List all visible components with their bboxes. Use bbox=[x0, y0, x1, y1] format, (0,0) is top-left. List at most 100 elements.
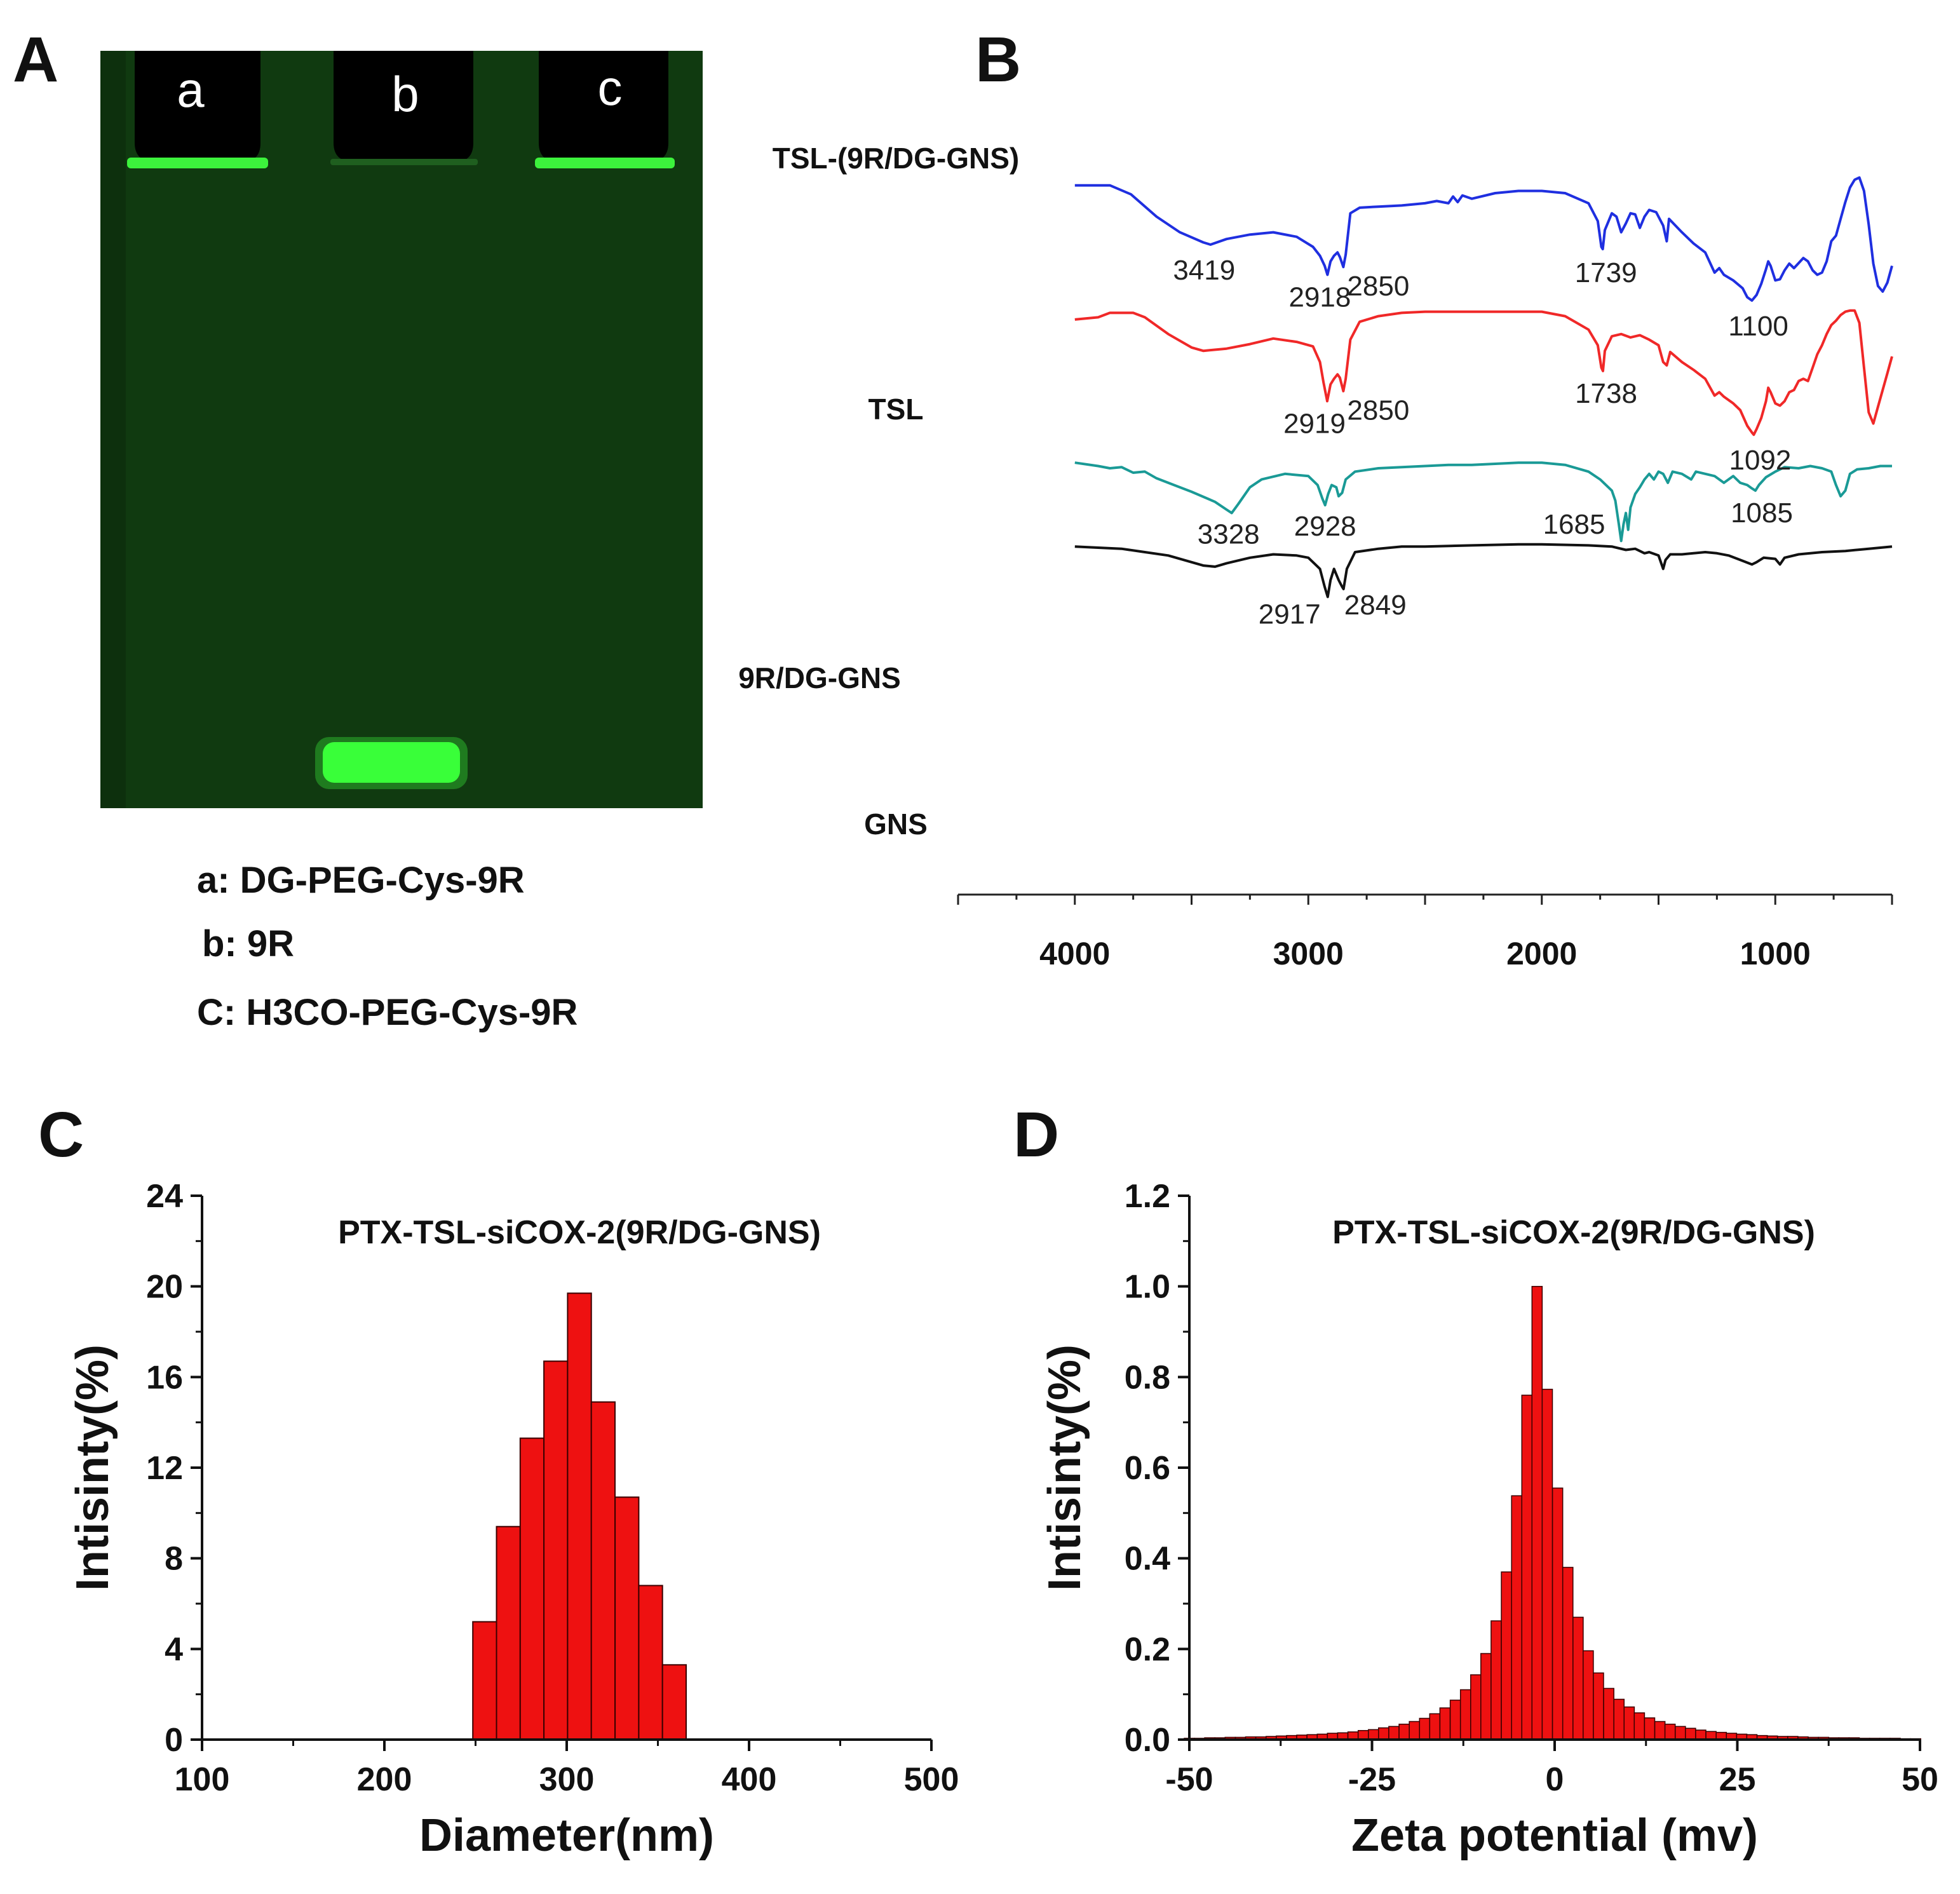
x-axis-label: Zeta potential (mv) bbox=[1351, 1810, 1758, 1861]
y-tick-label: 4 bbox=[165, 1631, 183, 1668]
histogram-bar bbox=[1357, 1729, 1369, 1740]
histogram-bar bbox=[661, 1664, 687, 1741]
x-tick-label: -25 bbox=[1348, 1761, 1396, 1798]
ftir-peak-label: 1085 bbox=[1731, 497, 1793, 529]
histogram-bar bbox=[1480, 1653, 1492, 1740]
histogram-bar bbox=[567, 1292, 592, 1740]
ftir-peak-label: 2918 bbox=[1288, 282, 1351, 313]
y-tick-label: 0.4 bbox=[1125, 1541, 1170, 1578]
ftir-peak-label: 2928 bbox=[1294, 511, 1356, 542]
y-tick-label: 0.2 bbox=[1125, 1631, 1170, 1668]
ftir-peak-label: 3419 bbox=[1173, 255, 1235, 286]
y-axis-label: Intisinty(%) bbox=[67, 1344, 118, 1591]
histogram-bar bbox=[1603, 1688, 1614, 1740]
ftir-x-tick-label: 2000 bbox=[1506, 936, 1577, 971]
ftir-series-label: GNS bbox=[864, 808, 928, 841]
histogram-bar bbox=[1593, 1672, 1604, 1740]
gel-panel: a b c bbox=[100, 51, 703, 808]
chart-title: PTX-TSL-siCOX-2(9R/DG-GNS) bbox=[338, 1214, 821, 1251]
histogram-bar bbox=[1644, 1717, 1656, 1740]
ftir-peak-label: 1685 bbox=[1543, 509, 1605, 540]
x-tick-label: -50 bbox=[1165, 1761, 1213, 1798]
histogram-bar bbox=[1501, 1571, 1512, 1740]
lane-label-b: b bbox=[391, 66, 419, 122]
well-b bbox=[334, 51, 473, 162]
ftir-series-label: TSL-(9R/DG-GNS) bbox=[773, 142, 1019, 175]
gel-band-b bbox=[323, 742, 460, 783]
histogram-bar bbox=[1511, 1495, 1523, 1740]
x-axis-label: Diameter(nm) bbox=[419, 1810, 714, 1861]
histogram-bar bbox=[614, 1496, 640, 1740]
x-tick-label: 500 bbox=[904, 1761, 959, 1798]
histogram-bar bbox=[519, 1437, 545, 1741]
histogram-bar bbox=[1409, 1721, 1421, 1740]
ftir-peak-label: 3328 bbox=[1198, 518, 1260, 550]
ftir-peak-label: 1738 bbox=[1575, 378, 1637, 409]
ftir-peak-label: 2849 bbox=[1344, 590, 1407, 621]
histogram-bar bbox=[1551, 1487, 1564, 1740]
histogram-bar bbox=[1685, 1728, 1696, 1740]
ftir-peak-label: 2850 bbox=[1347, 395, 1409, 426]
ftir-series-line bbox=[1074, 461, 1892, 543]
ftir-chart: 4000 3000 2000 1000 TSL-(9R/DG-GNS) TSL 9R/DG-… bbox=[738, 142, 1893, 971]
histogram-bar bbox=[1368, 1729, 1379, 1740]
histogram-bar bbox=[1470, 1674, 1482, 1740]
x-tick-label: 25 bbox=[1719, 1761, 1756, 1798]
legend-c: C: H3CO-PEG-Cys-9R bbox=[197, 992, 578, 1033]
ftir-x-tick-label: 1000 bbox=[1740, 936, 1811, 971]
histogram-bar bbox=[543, 1360, 569, 1740]
well-band-c bbox=[535, 158, 675, 168]
legend-b: b: 9R bbox=[202, 923, 294, 964]
lane-label-c: c bbox=[598, 60, 623, 116]
ftir-x-tick-label: 3000 bbox=[1273, 936, 1344, 971]
y-tick-label: 0.6 bbox=[1125, 1450, 1170, 1487]
y-tick-label: 0.0 bbox=[1125, 1722, 1170, 1759]
panel-label-d: D bbox=[1013, 1099, 1059, 1170]
histogram-bar bbox=[1531, 1285, 1543, 1740]
histogram-bar bbox=[1654, 1721, 1666, 1740]
ftir-peak-label: 2917 bbox=[1259, 599, 1321, 630]
well-a bbox=[135, 51, 260, 162]
legend-a: a: DG-PEG-Cys-9R bbox=[197, 860, 525, 901]
y-tick-label: 0 bbox=[165, 1722, 183, 1759]
ftir-peak-label: 1092 bbox=[1729, 445, 1791, 476]
histogram-bar bbox=[1583, 1650, 1594, 1740]
well-c bbox=[539, 51, 668, 162]
y-tick-label: 1.0 bbox=[1125, 1269, 1170, 1306]
y-tick-label: 8 bbox=[165, 1541, 183, 1578]
ftir-series-line bbox=[1074, 176, 1893, 302]
histogram-bar bbox=[1378, 1727, 1389, 1740]
size-distribution-chart: 100 200 300 400 500 0 4 8 12 16 20 24 PTX-TSL-siCOX-… bbox=[67, 1178, 959, 1861]
y-tick-label: 16 bbox=[146, 1359, 183, 1396]
histogram-bar bbox=[1388, 1726, 1400, 1740]
panel-label-b: B bbox=[975, 24, 1021, 95]
ftir-peak-label: 1100 bbox=[1728, 311, 1788, 342]
histogram-bar bbox=[1490, 1620, 1502, 1740]
histogram-bar bbox=[1562, 1567, 1574, 1740]
histogram-bar bbox=[496, 1525, 521, 1740]
ftir-series-label: 9R/DG-GNS bbox=[738, 661, 901, 694]
histogram-bar bbox=[472, 1621, 497, 1740]
x-tick-label: 50 bbox=[1902, 1761, 1938, 1798]
ftir-series-line bbox=[1074, 309, 1893, 436]
well-edge-b bbox=[330, 159, 478, 165]
well-band-a bbox=[127, 158, 268, 168]
y-axis-label: Intisinty(%) bbox=[1039, 1344, 1090, 1591]
ftir-x-tick-label: 4000 bbox=[1039, 936, 1110, 971]
y-tick-label: 12 bbox=[146, 1450, 183, 1487]
histogram-bar bbox=[1541, 1388, 1553, 1740]
lane-label-a: a bbox=[177, 62, 205, 118]
histogram-bar bbox=[1664, 1723, 1676, 1740]
zeta-potential-chart: -50 -25 0 25 50 0.0 0.2 0.4 0.6 0.8 1.0 1.2 PTX-TSL-… bbox=[1039, 1178, 1938, 1861]
ftir-peak-label: 2850 bbox=[1347, 271, 1409, 302]
gel-background bbox=[100, 51, 703, 808]
histogram-bar bbox=[1429, 1713, 1441, 1740]
histogram-bar bbox=[590, 1401, 616, 1741]
x-tick-label: 100 bbox=[175, 1761, 230, 1798]
panel-label-c: C bbox=[38, 1099, 84, 1170]
ftir-peak-label: 2919 bbox=[1283, 408, 1346, 439]
y-tick-label: 1.2 bbox=[1125, 1178, 1170, 1215]
ftir-series-label: TSL bbox=[868, 393, 924, 426]
panel-label-a: A bbox=[13, 24, 58, 95]
